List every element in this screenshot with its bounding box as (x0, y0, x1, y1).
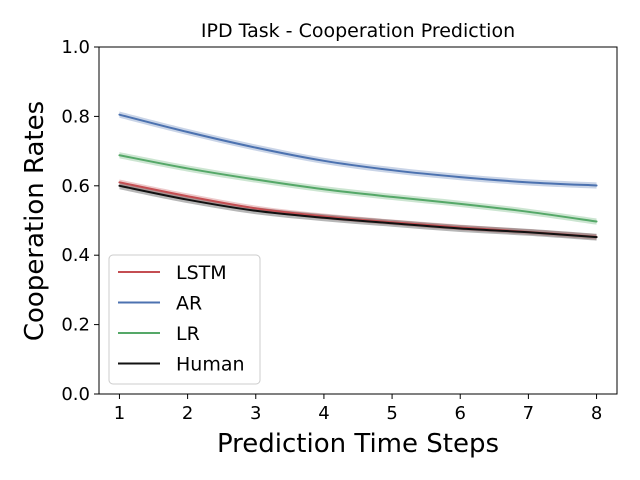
chart-title: IPD Task - Cooperation Prediction (201, 20, 515, 42)
series-line-lr (118, 154, 598, 223)
legend-box (108, 254, 261, 385)
series-lines (118, 113, 598, 239)
legend-label-lr: LR (176, 323, 200, 345)
x-tick-label: 5 (386, 403, 397, 424)
band-ar (119, 111, 597, 189)
legend-label-lstm: LSTM (176, 262, 227, 284)
x-tick-label: 2 (182, 403, 193, 424)
y-axis-ticks: 0.0 0.2 0.4 0.6 0.8 1.0 (61, 37, 99, 405)
x-tick-label: 3 (250, 403, 261, 424)
y-tick-label: 0.0 (61, 384, 90, 405)
y-tick-label: 0.4 (61, 245, 90, 266)
x-tick-label: 4 (318, 403, 329, 424)
y-axis-title: Cooperation Rates (20, 101, 50, 341)
x-tick-label: 1 (114, 403, 125, 424)
y-tick-label: 0.2 (61, 315, 90, 336)
legend: LSTM AR LR Human (108, 254, 261, 385)
band-human (119, 182, 597, 241)
plot-frame (98, 46, 618, 395)
y-tick-label: 1.0 (61, 37, 90, 58)
x-axis-title: Prediction Time Steps (217, 429, 499, 459)
x-tick-label: 8 (591, 403, 602, 424)
x-axis-ticks: 1 2 3 4 5 6 7 8 (114, 394, 602, 424)
legend-label-human: Human (176, 354, 245, 376)
series-line-human (118, 184, 598, 239)
series-line-ar (118, 113, 598, 187)
y-tick-label: 0.6 (61, 176, 90, 197)
x-tick-label: 7 (523, 403, 534, 424)
x-tick-label: 6 (455, 403, 466, 424)
y-tick-label: 0.8 (61, 106, 90, 127)
legend-label-ar: AR (176, 293, 202, 315)
